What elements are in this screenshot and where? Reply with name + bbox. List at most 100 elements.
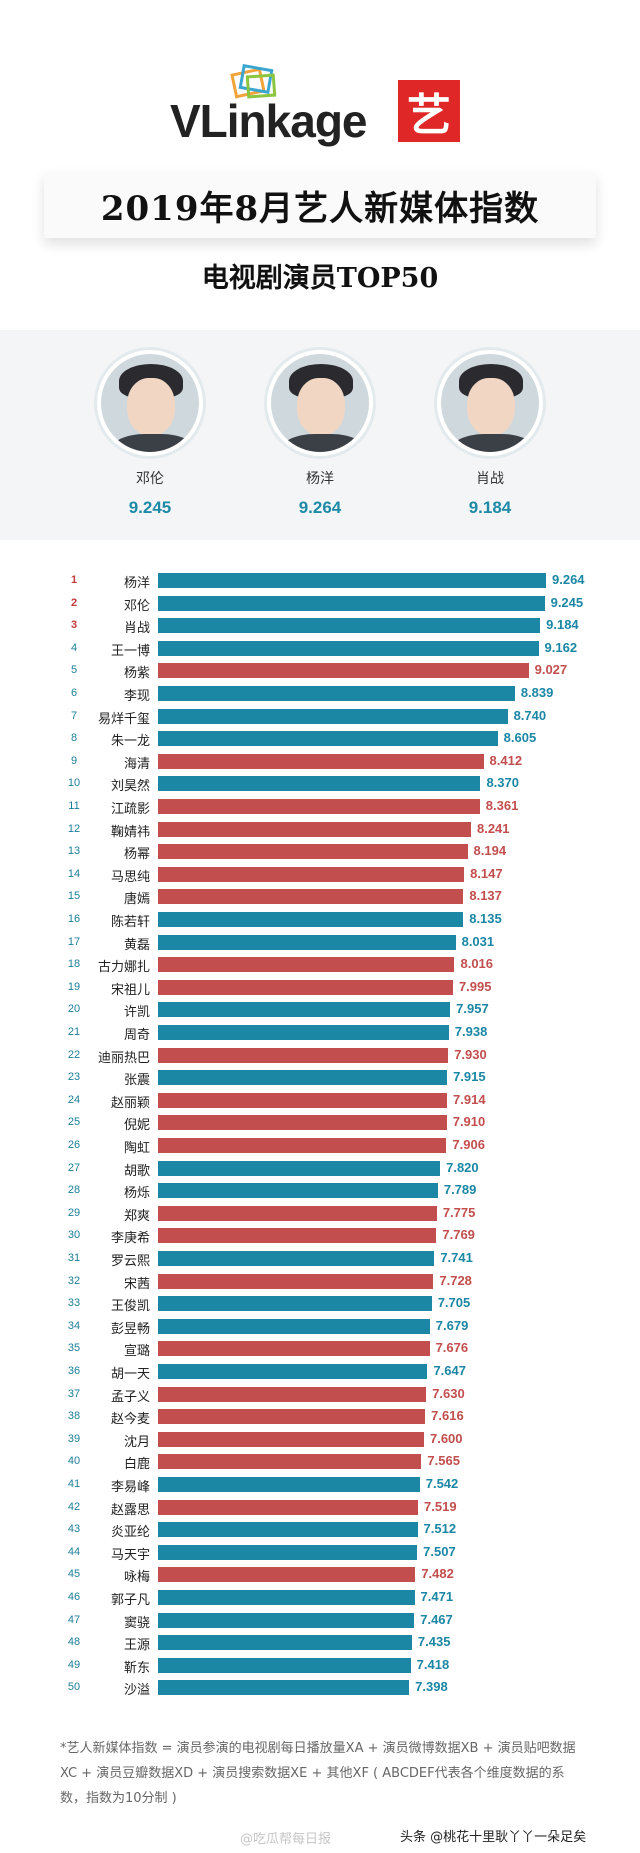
actor-name: 赵露思 [110,1502,150,1518]
score-bar [158,618,541,634]
rank-number: 17 [67,935,81,948]
actor-name: 江疏影 [110,802,150,817]
actor-name: 罗云熙 [110,1254,150,1269]
chart-row: 6 李现 8.839 [0,683,640,705]
score-label: 9.245 [550,594,584,610]
score-bar [158,1115,447,1131]
score-bar [158,1364,428,1379]
score-label: 7.741 [440,1250,473,1265]
score-label: 7.705 [437,1295,471,1311]
score-label: 7.930 [454,1046,487,1062]
actor-name: 鞠婧祎 [110,824,150,840]
score-bar [158,753,484,769]
score-label: 8.412 [489,752,523,768]
page-title: 2019年8月艺人新媒体指数 [100,188,540,229]
yi-badge-logo: 艺 [398,80,460,142]
chart-row: 9 海清 8.412 [0,751,640,773]
score-label: 7.775 [442,1204,476,1220]
score-bar [158,1092,448,1108]
actor-name: 邓伦 [123,598,150,614]
score-bar [158,1296,432,1312]
actor-name: 王源 [123,1638,150,1654]
actor-name: 许凯 [123,1005,150,1021]
rank-number: 10 [67,777,81,790]
rank-number: 28 [67,1184,81,1197]
rank-number: 8 [70,732,78,745]
chart-row: 46 郭子凡 7.471 [0,1587,640,1609]
chart-row: 27 胡歌 7.820 [0,1158,640,1180]
score-bar [158,1025,449,1040]
ranking-bar-chart: 1 杨洋 9.264 2 邓伦 9.245 3 肖战 9.184 4 王一博 9.162 5 杨紫 9.02… [0,540,640,1720]
chart-row: 37 孟子义 7.630 [0,1384,640,1406]
actor-name: 赵今麦 [110,1412,150,1428]
score-label: 7.467 [420,1611,453,1627]
chart-row: 2 邓伦 9.245 [0,593,640,615]
actor-name: 胡歌 [123,1163,150,1179]
podium-score: 9.264 [298,498,342,517]
score-label: 7.507 [423,1543,456,1559]
rank-number: 35 [67,1342,81,1355]
score-bar [158,957,455,973]
actor-name: 郑爽 [123,1208,150,1224]
chart-row: 10 刘昊然 8.370 [0,773,640,795]
top-three-podium: 邓伦 9.245 杨洋 9.264 肖战 9.184 [0,330,640,540]
rank-number: 29 [67,1206,81,1219]
score-bar [158,1341,430,1357]
chart-row: 25 倪妮 7.910 [0,1112,640,1134]
chart-subtitle: 电视剧演员TOP50 [201,263,439,294]
score-bar [158,1409,426,1425]
actor-name: 黄磊 [123,937,150,953]
rank-number: 20 [67,1003,81,1016]
chart-row: 44 马天宇 7.507 [0,1542,640,1564]
chart-row: 29 郑爽 7.775 [0,1203,640,1225]
title-box: 2019年8月艺人新媒体指数 [44,172,596,238]
score-label: 7.995 [458,978,492,994]
rank-number: 50 [67,1681,81,1694]
rank-number: 46 [67,1591,81,1603]
score-label: 9.264 [552,572,585,587]
score-bar [158,934,456,950]
chart-row: 16 陈若轩 8.135 [0,909,640,931]
chart-row: 26 陶虹 7.906 [0,1135,640,1157]
chart-row: 39 沈月 7.600 [0,1429,640,1451]
rank-number: 16 [67,913,81,925]
rank-number: 48 [67,1636,81,1649]
score-label: 7.915 [453,1069,486,1085]
actor-name: 朱一龙 [110,734,150,750]
chart-row: 43 炎亚纶 7.512 [0,1519,640,1541]
actor-name: 陈若轩 [110,915,150,930]
rank-number: 27 [67,1161,81,1174]
rank-number: 23 [67,1071,81,1084]
actor-name: 古力娜扎 [97,960,150,976]
chart-row: 15 唐嫣 8.137 [0,886,640,908]
score-label: 8.135 [469,911,502,926]
rank-number: 43 [67,1523,81,1536]
actor-name: 刘昊然 [110,779,150,795]
chart-row: 11 江疏影 8.361 [0,796,640,818]
actor-name: 陶虹 [123,1141,150,1156]
rank-number: 21 [67,1026,81,1038]
score-label: 7.542 [425,1476,459,1491]
score-bar [158,912,464,927]
watermark-left: @吃瓜帮每日报 [240,1832,332,1847]
chart-row: 32 宋茜 7.728 [0,1271,640,1293]
podium-score: 9.245 [128,498,172,517]
score-label: 8.241 [476,820,510,836]
score-label: 7.398 [415,1679,448,1695]
chart-row: 22 迪丽热巴 7.930 [0,1045,640,1067]
actor-name: 郭子凡 [110,1593,150,1608]
actor-name: 杨幂 [123,847,150,863]
chart-row: 5 杨紫 9.027 [0,660,640,682]
score-bar [158,821,471,837]
chart-row: 33 王俊凯 7.705 [0,1293,640,1315]
actor-name: 赵丽颖 [110,1095,150,1111]
score-bar [158,1183,438,1199]
chart-row: 36 胡一天 7.647 [0,1361,640,1383]
rank-number: 25 [67,1116,81,1129]
score-bar [158,1477,420,1492]
chart-row: 47 窦骁 7.467 [0,1610,640,1632]
score-label: 7.789 [443,1182,477,1198]
score-label: 7.512 [423,1521,457,1537]
score-bar [158,1544,418,1560]
score-bar [158,1522,418,1538]
